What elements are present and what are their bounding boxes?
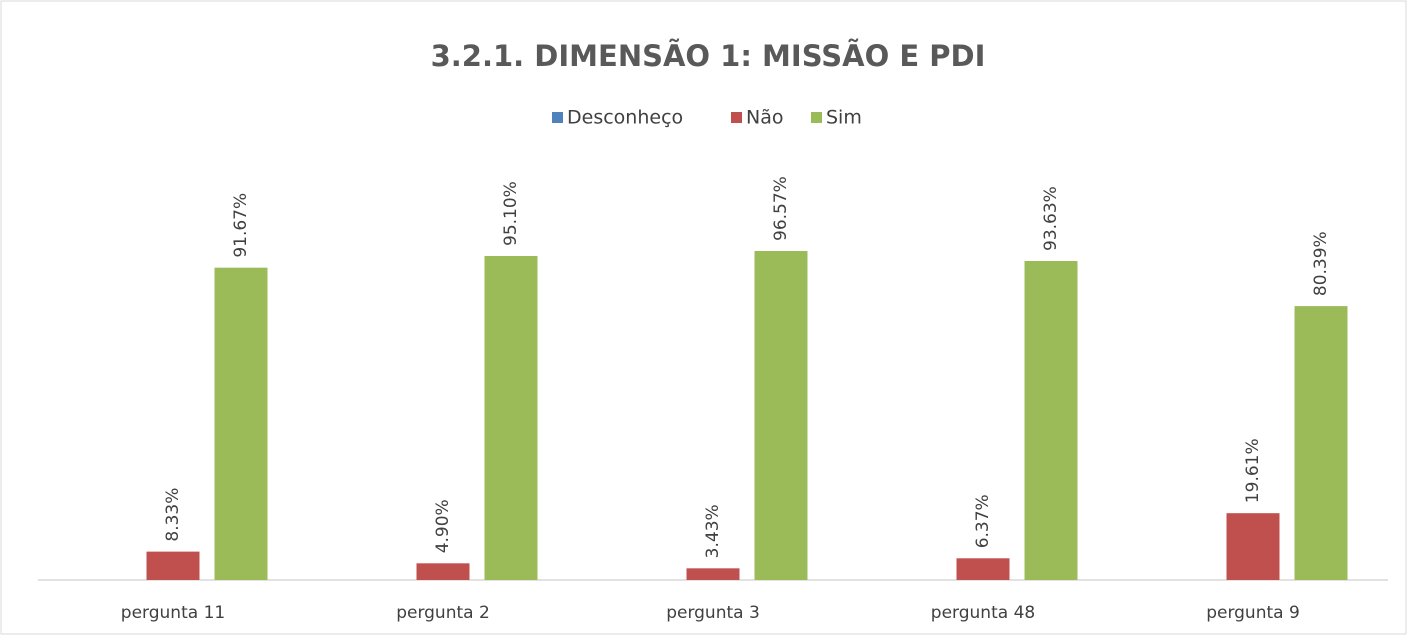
data-label: 4.90%: [433, 499, 453, 553]
bar: [1024, 261, 1078, 580]
bar: [686, 568, 740, 580]
bar: [146, 551, 200, 580]
data-label: 3.43%: [703, 504, 723, 558]
bar: [956, 558, 1010, 580]
bar: [754, 250, 808, 580]
x-tick-label: pergunta 2: [396, 603, 490, 623]
chart-title: 3.2.1. DIMENSÃO 1: MISSÃO E PDI: [431, 39, 986, 73]
legend-swatch: [811, 112, 822, 123]
legend-label: Não: [746, 107, 783, 129]
data-label: 19.61%: [1243, 438, 1263, 503]
data-label: 80.39%: [1311, 231, 1331, 296]
data-label: 6.37%: [973, 494, 993, 548]
legend-label: Desconheço: [567, 107, 683, 129]
x-tick-label: pergunta 11: [121, 603, 225, 623]
x-tick-label: pergunta 9: [1206, 603, 1300, 623]
data-label: 8.33%: [163, 488, 183, 542]
bar: [1294, 306, 1348, 580]
x-tick-label: pergunta 48: [931, 603, 1035, 623]
bar: [214, 267, 268, 580]
data-label: 96.57%: [771, 176, 791, 241]
x-tick-label: pergunta 3: [666, 603, 760, 623]
legend-swatch: [552, 112, 563, 123]
data-label: 95.10%: [501, 181, 521, 246]
legend-swatch: [731, 112, 742, 123]
legend-label: Sim: [826, 107, 862, 129]
data-label: 93.63%: [1041, 186, 1061, 251]
bar: [1226, 513, 1280, 580]
bar: [484, 255, 538, 580]
bar: [416, 563, 470, 580]
data-label: 91.67%: [231, 193, 251, 258]
